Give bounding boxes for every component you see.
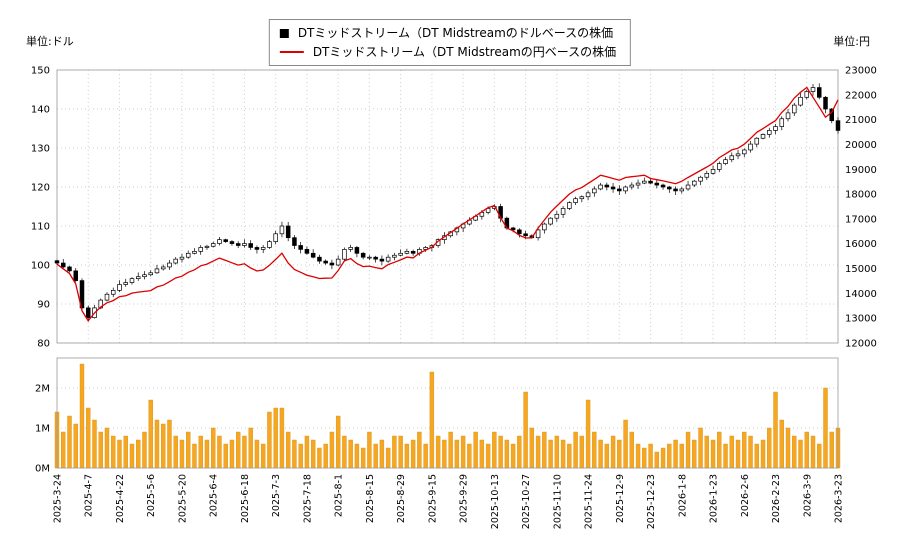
legend-item-jpy: DTミッドストリーム（DT Midstreamの円ベースの株価 xyxy=(279,44,617,60)
svg-text:120: 120 xyxy=(31,183,50,194)
svg-text:150: 150 xyxy=(31,66,50,77)
svg-text:18000: 18000 xyxy=(845,190,877,201)
candlestick-marker-icon xyxy=(279,28,289,38)
svg-text:2025-3-24: 2025-3-24 xyxy=(53,474,64,523)
svg-text:2026-1-23: 2026-1-23 xyxy=(709,474,720,523)
svg-text:1M: 1M xyxy=(35,424,50,435)
svg-text:140: 140 xyxy=(31,105,50,116)
svg-text:90: 90 xyxy=(37,300,50,311)
svg-text:15000: 15000 xyxy=(845,264,877,275)
svg-text:13000: 13000 xyxy=(845,314,877,325)
svg-text:2025-12-23: 2025-12-23 xyxy=(646,474,657,529)
svg-text:2025-11-10: 2025-11-10 xyxy=(552,474,563,529)
svg-text:2025-9-15: 2025-9-15 xyxy=(427,474,438,523)
axis-tick-labels: 80 90 100 110 120 130 140 150 12000 13000 14000 150… xyxy=(31,66,877,475)
svg-text:2026-2-23: 2026-2-23 xyxy=(771,474,782,523)
svg-text:130: 130 xyxy=(31,144,50,155)
svg-text:19000: 19000 xyxy=(845,165,877,176)
svg-text:2025-9-29: 2025-9-29 xyxy=(459,474,470,523)
legend-label-jpy: DTミッドストリーム（DT Midstreamの円ベースの株価 xyxy=(312,45,617,60)
jpy-line-series xyxy=(56,86,839,323)
svg-text:2025-8-1: 2025-8-1 xyxy=(334,474,345,517)
svg-text:2025-6-4: 2025-6-4 xyxy=(209,474,220,517)
svg-text:2026-2-6: 2026-2-6 xyxy=(740,474,751,517)
svg-text:22000: 22000 xyxy=(845,90,877,101)
svg-text:80: 80 xyxy=(37,339,50,350)
legend-label-usd: DTミッドストリーム（DT Midstreamのドルベースの株価 xyxy=(297,26,614,40)
svg-text:2025-5-6: 2025-5-6 xyxy=(146,474,157,517)
svg-text:20000: 20000 xyxy=(845,140,877,151)
svg-text:2025-10-27: 2025-10-27 xyxy=(521,474,532,529)
gridlines xyxy=(56,69,839,469)
left-axis-unit-label: 単位:ドル xyxy=(26,35,74,48)
svg-text:2M: 2M xyxy=(35,384,50,395)
svg-text:2025-4-7: 2025-4-7 xyxy=(84,474,95,517)
price-plot-border xyxy=(56,69,839,344)
volume-plot-border xyxy=(56,357,839,469)
legend-item-usd: DTミッドストリーム（DT Midstreamのドルベースの株価 xyxy=(279,25,616,41)
svg-text:2025-4-22: 2025-4-22 xyxy=(115,474,126,523)
svg-text:2025-8-15: 2025-8-15 xyxy=(365,474,376,523)
svg-text:2025-5-20: 2025-5-20 xyxy=(177,474,188,523)
right-axis-unit-label: 単位:円 xyxy=(833,35,870,48)
svg-text:2025-11-24: 2025-11-24 xyxy=(584,474,595,529)
svg-text:0M: 0M xyxy=(35,464,50,475)
svg-text:2025-12-9: 2025-12-9 xyxy=(615,474,626,523)
svg-text:2026-3-9: 2026-3-9 xyxy=(802,474,813,517)
usd-candlestick-series xyxy=(54,83,841,322)
volume-bar-series xyxy=(54,363,841,469)
svg-text:2026-3-23: 2026-3-23 xyxy=(834,474,845,523)
svg-text:21000: 21000 xyxy=(845,115,877,126)
line-marker-icon xyxy=(279,51,304,54)
svg-text:17000: 17000 xyxy=(845,214,877,225)
svg-text:14000: 14000 xyxy=(845,289,877,300)
svg-text:110: 110 xyxy=(31,222,50,233)
svg-text:2026-1-8: 2026-1-8 xyxy=(677,474,688,517)
svg-text:16000: 16000 xyxy=(845,239,877,250)
svg-text:2025-7-18: 2025-7-18 xyxy=(302,474,313,523)
svg-text:2025-6-18: 2025-6-18 xyxy=(240,474,251,523)
svg-text:12000: 12000 xyxy=(845,339,877,350)
x-axis-date-labels: 2025-3-24 2025-4-7 2025-4-22 2025-5-6 2025-5… xyxy=(53,474,845,529)
svg-text:100: 100 xyxy=(31,261,50,272)
svg-text:2025-10-13: 2025-10-13 xyxy=(490,474,501,529)
svg-text:2025-7-3: 2025-7-3 xyxy=(271,474,282,517)
svg-text:23000: 23000 xyxy=(845,66,877,77)
svg-text:2025-8-29: 2025-8-29 xyxy=(396,474,407,523)
legend-box: DTミッドストリーム（DT Midstreamのドルベースの株価 DTミッドスト… xyxy=(268,19,632,67)
